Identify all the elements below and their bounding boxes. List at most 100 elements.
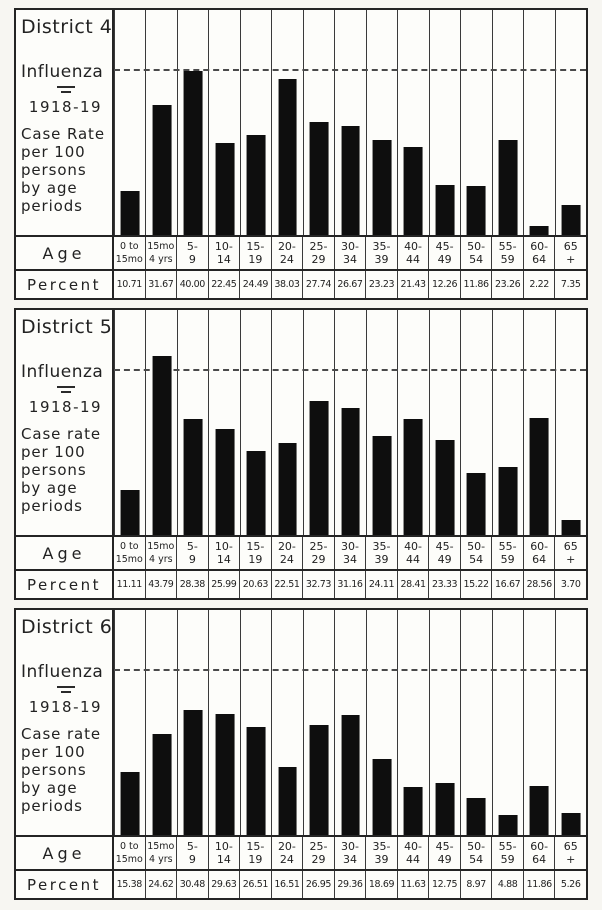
- bar: [404, 418, 423, 535]
- percent-cell: 25.99: [207, 571, 240, 598]
- age-label-line2: 39: [374, 853, 389, 866]
- bar: [561, 813, 581, 835]
- age-label-line2: +: [566, 853, 576, 866]
- separator-glyph: [56, 386, 76, 393]
- separator-glyph: [56, 686, 76, 693]
- age-label-line2: 29: [311, 853, 326, 866]
- percent-cell: 32.73: [302, 571, 334, 598]
- age-label-line1: 5-: [186, 240, 198, 253]
- age-label-line2: +: [566, 253, 576, 266]
- years-label: 1918-19: [28, 398, 103, 416]
- age-label-line1: 60-: [530, 840, 549, 853]
- plot-column: [334, 610, 365, 835]
- age-cell: 5- 9: [176, 537, 208, 569]
- percent-cell: 5.26: [554, 871, 586, 898]
- bar: [498, 139, 518, 235]
- age-label-line2: 19: [248, 853, 263, 866]
- plot-column: [302, 10, 334, 235]
- caption: Case rate per 100 persons by age periods: [21, 425, 110, 515]
- plot-column: [239, 610, 271, 835]
- plot-column: [523, 10, 554, 235]
- age-label-line2: 34: [342, 853, 357, 866]
- age-label-line2: 34: [342, 253, 357, 266]
- age-cell: 45- 49: [428, 837, 460, 869]
- age-cell: 20- 24: [270, 237, 303, 269]
- bar: [309, 121, 329, 235]
- age-label-line2: 39: [374, 253, 389, 266]
- percent-cell: 38.03: [270, 271, 303, 298]
- age-cell: 40- 44: [396, 837, 429, 869]
- age-label-line1: 50-: [467, 840, 486, 853]
- chart-row: District 6 Influenza 1918-19 Case rate pe…: [16, 610, 586, 835]
- bar: [152, 355, 172, 535]
- age-label-line1: 10-: [214, 540, 233, 553]
- plot-column: [365, 610, 397, 835]
- age-label-line2: 54: [469, 853, 484, 866]
- age-label-line1: 30-: [341, 240, 359, 253]
- age-label-line2: 49: [437, 553, 452, 566]
- chart-row: District 5 Influenza 1918-19 Case rate pe…: [16, 310, 586, 535]
- plot-column: [523, 610, 554, 835]
- age-cell: 20- 24: [270, 537, 303, 569]
- reference-dashed-line: [114, 669, 586, 672]
- age-label-line2: 34: [342, 553, 357, 566]
- percent-cell: 30.48: [176, 871, 208, 898]
- age-label-line1: 5-: [186, 840, 198, 853]
- age-label-line2: 24: [279, 553, 294, 566]
- district-title: District 5: [21, 316, 113, 338]
- disease-label: Influenza: [21, 62, 104, 82]
- disease-label: Influenza: [21, 662, 104, 682]
- plot-column: [428, 610, 460, 835]
- age-label-line2: 24: [279, 253, 294, 266]
- bar: [529, 786, 549, 835]
- bar: [372, 139, 392, 235]
- age-label-line2: +: [566, 553, 576, 566]
- age-label-line1: 30-: [341, 840, 359, 853]
- age-cell: 0 to 15mo: [114, 237, 145, 269]
- caption-line: per 100: [21, 743, 86, 761]
- bar: [529, 418, 549, 535]
- reference-dashed-line: [114, 69, 586, 72]
- bar: [341, 714, 360, 835]
- age-label-line1: 10-: [214, 240, 233, 253]
- percent-cell: 18.69: [365, 871, 397, 898]
- age-cell: 15mo 4 yrs: [144, 837, 177, 869]
- age-cell: 55- 59: [491, 237, 523, 269]
- percent-cell: 10.71: [116, 279, 143, 290]
- district-panel-5: District 5 Influenza 1918-19 Case rate pe…: [14, 308, 588, 600]
- bar: [246, 726, 266, 835]
- age-cell: 0 to 15mo: [114, 837, 145, 869]
- age-cell: 15mo 4 yrs: [144, 537, 177, 569]
- chart-label-cell: District 4 Influenza 1918-19 Case Rate pe…: [16, 10, 114, 235]
- age-label-line2: 9: [188, 253, 196, 266]
- age-label-line1: 65: [563, 540, 578, 553]
- caption-line: periods: [21, 497, 83, 515]
- bar: [498, 466, 518, 535]
- age-label-line1: 15-: [246, 240, 265, 253]
- caption-line: persons: [21, 161, 87, 179]
- bar: [404, 787, 423, 835]
- percent-cell: 16.67: [491, 571, 523, 598]
- percent-cell: 23.33: [428, 571, 460, 598]
- plot-column: [554, 610, 586, 835]
- plot-column: [491, 10, 523, 235]
- bar: [215, 428, 235, 535]
- age-cell: 10- 14: [207, 837, 240, 869]
- percent-cell: 12.26: [428, 271, 460, 298]
- age-cell: 35- 39: [365, 237, 397, 269]
- bar: [404, 147, 423, 235]
- age-label-line2: 64: [532, 253, 547, 266]
- age-cell: 25- 29: [302, 237, 334, 269]
- age-label-line2: 9: [188, 553, 196, 566]
- bar: [435, 782, 455, 835]
- district-panel-4: District 4 Influenza 1918-19 Case Rate pe…: [14, 8, 588, 300]
- age-label-line2: 14: [216, 553, 231, 566]
- age-label-line2: 59: [500, 553, 515, 566]
- age-label-line1: 25-: [309, 540, 328, 553]
- age-label-line2: 54: [469, 553, 484, 566]
- age-cell: 10- 14: [207, 237, 240, 269]
- plot-column: [145, 10, 176, 235]
- percent-cell: 31.67: [144, 271, 177, 298]
- age-label-line1: 15-: [246, 540, 265, 553]
- age-label-line1: 40-: [404, 540, 423, 553]
